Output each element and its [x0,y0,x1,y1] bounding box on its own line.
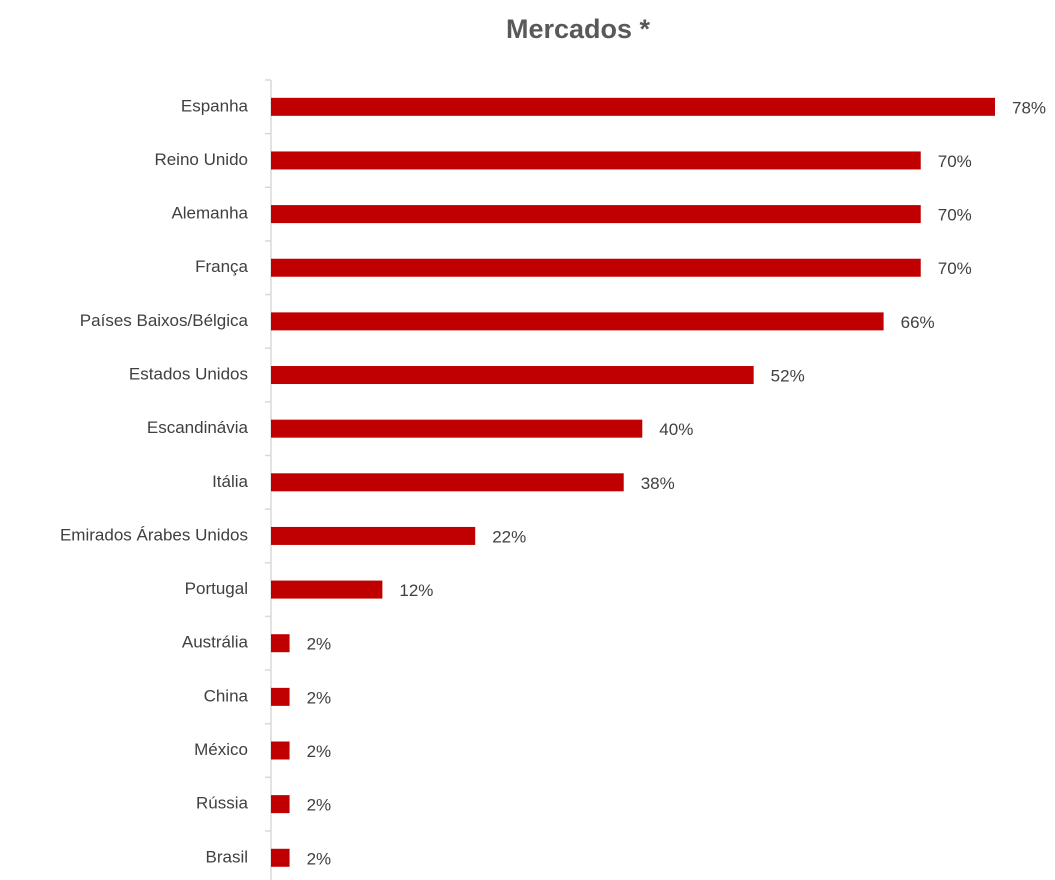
category-label: Alemanha [171,204,248,223]
data-label: 40% [659,420,693,439]
category-label: Escandinávia [147,418,249,437]
bar [271,366,754,385]
data-label: 70% [938,259,972,278]
bar [271,312,884,331]
data-label: 2% [307,849,332,868]
data-label: 70% [938,152,972,171]
category-label: China [204,686,249,705]
data-label: 2% [307,742,332,761]
data-label: 2% [307,796,332,815]
bar [271,795,290,814]
category-label: Emirados Árabes Unidos [60,525,248,544]
data-label: 52% [771,367,805,386]
bar [271,687,290,706]
category-label: Espanha [181,96,249,115]
data-label: 12% [399,581,433,600]
chart-title: Mercados * [506,14,651,44]
data-label: 2% [307,688,332,707]
category-label: França [195,257,248,276]
bar [271,634,290,653]
bar [271,419,643,438]
bar [271,97,995,116]
data-label: 70% [938,206,972,225]
category-label: Rússia [196,794,249,813]
category-label: México [194,740,248,759]
bar [271,205,921,224]
category-label: Austrália [182,633,249,652]
category-label: Portugal [185,579,248,598]
bar [271,473,624,492]
category-label: Reino Unido [154,150,248,169]
data-label: 2% [307,635,332,654]
bar [271,526,476,545]
data-label: 66% [901,313,935,332]
category-label: Países Baixos/Bélgica [80,311,249,330]
data-label: 38% [641,474,675,493]
data-label: 78% [1012,98,1046,117]
bar [271,258,921,277]
bar [271,848,290,867]
data-label: 22% [492,527,526,546]
category-label: Itália [212,472,248,491]
category-label: Estados Unidos [129,365,248,384]
bar [271,151,921,170]
category-label: Brasil [205,847,248,866]
bar [271,741,290,760]
bar [271,580,383,599]
